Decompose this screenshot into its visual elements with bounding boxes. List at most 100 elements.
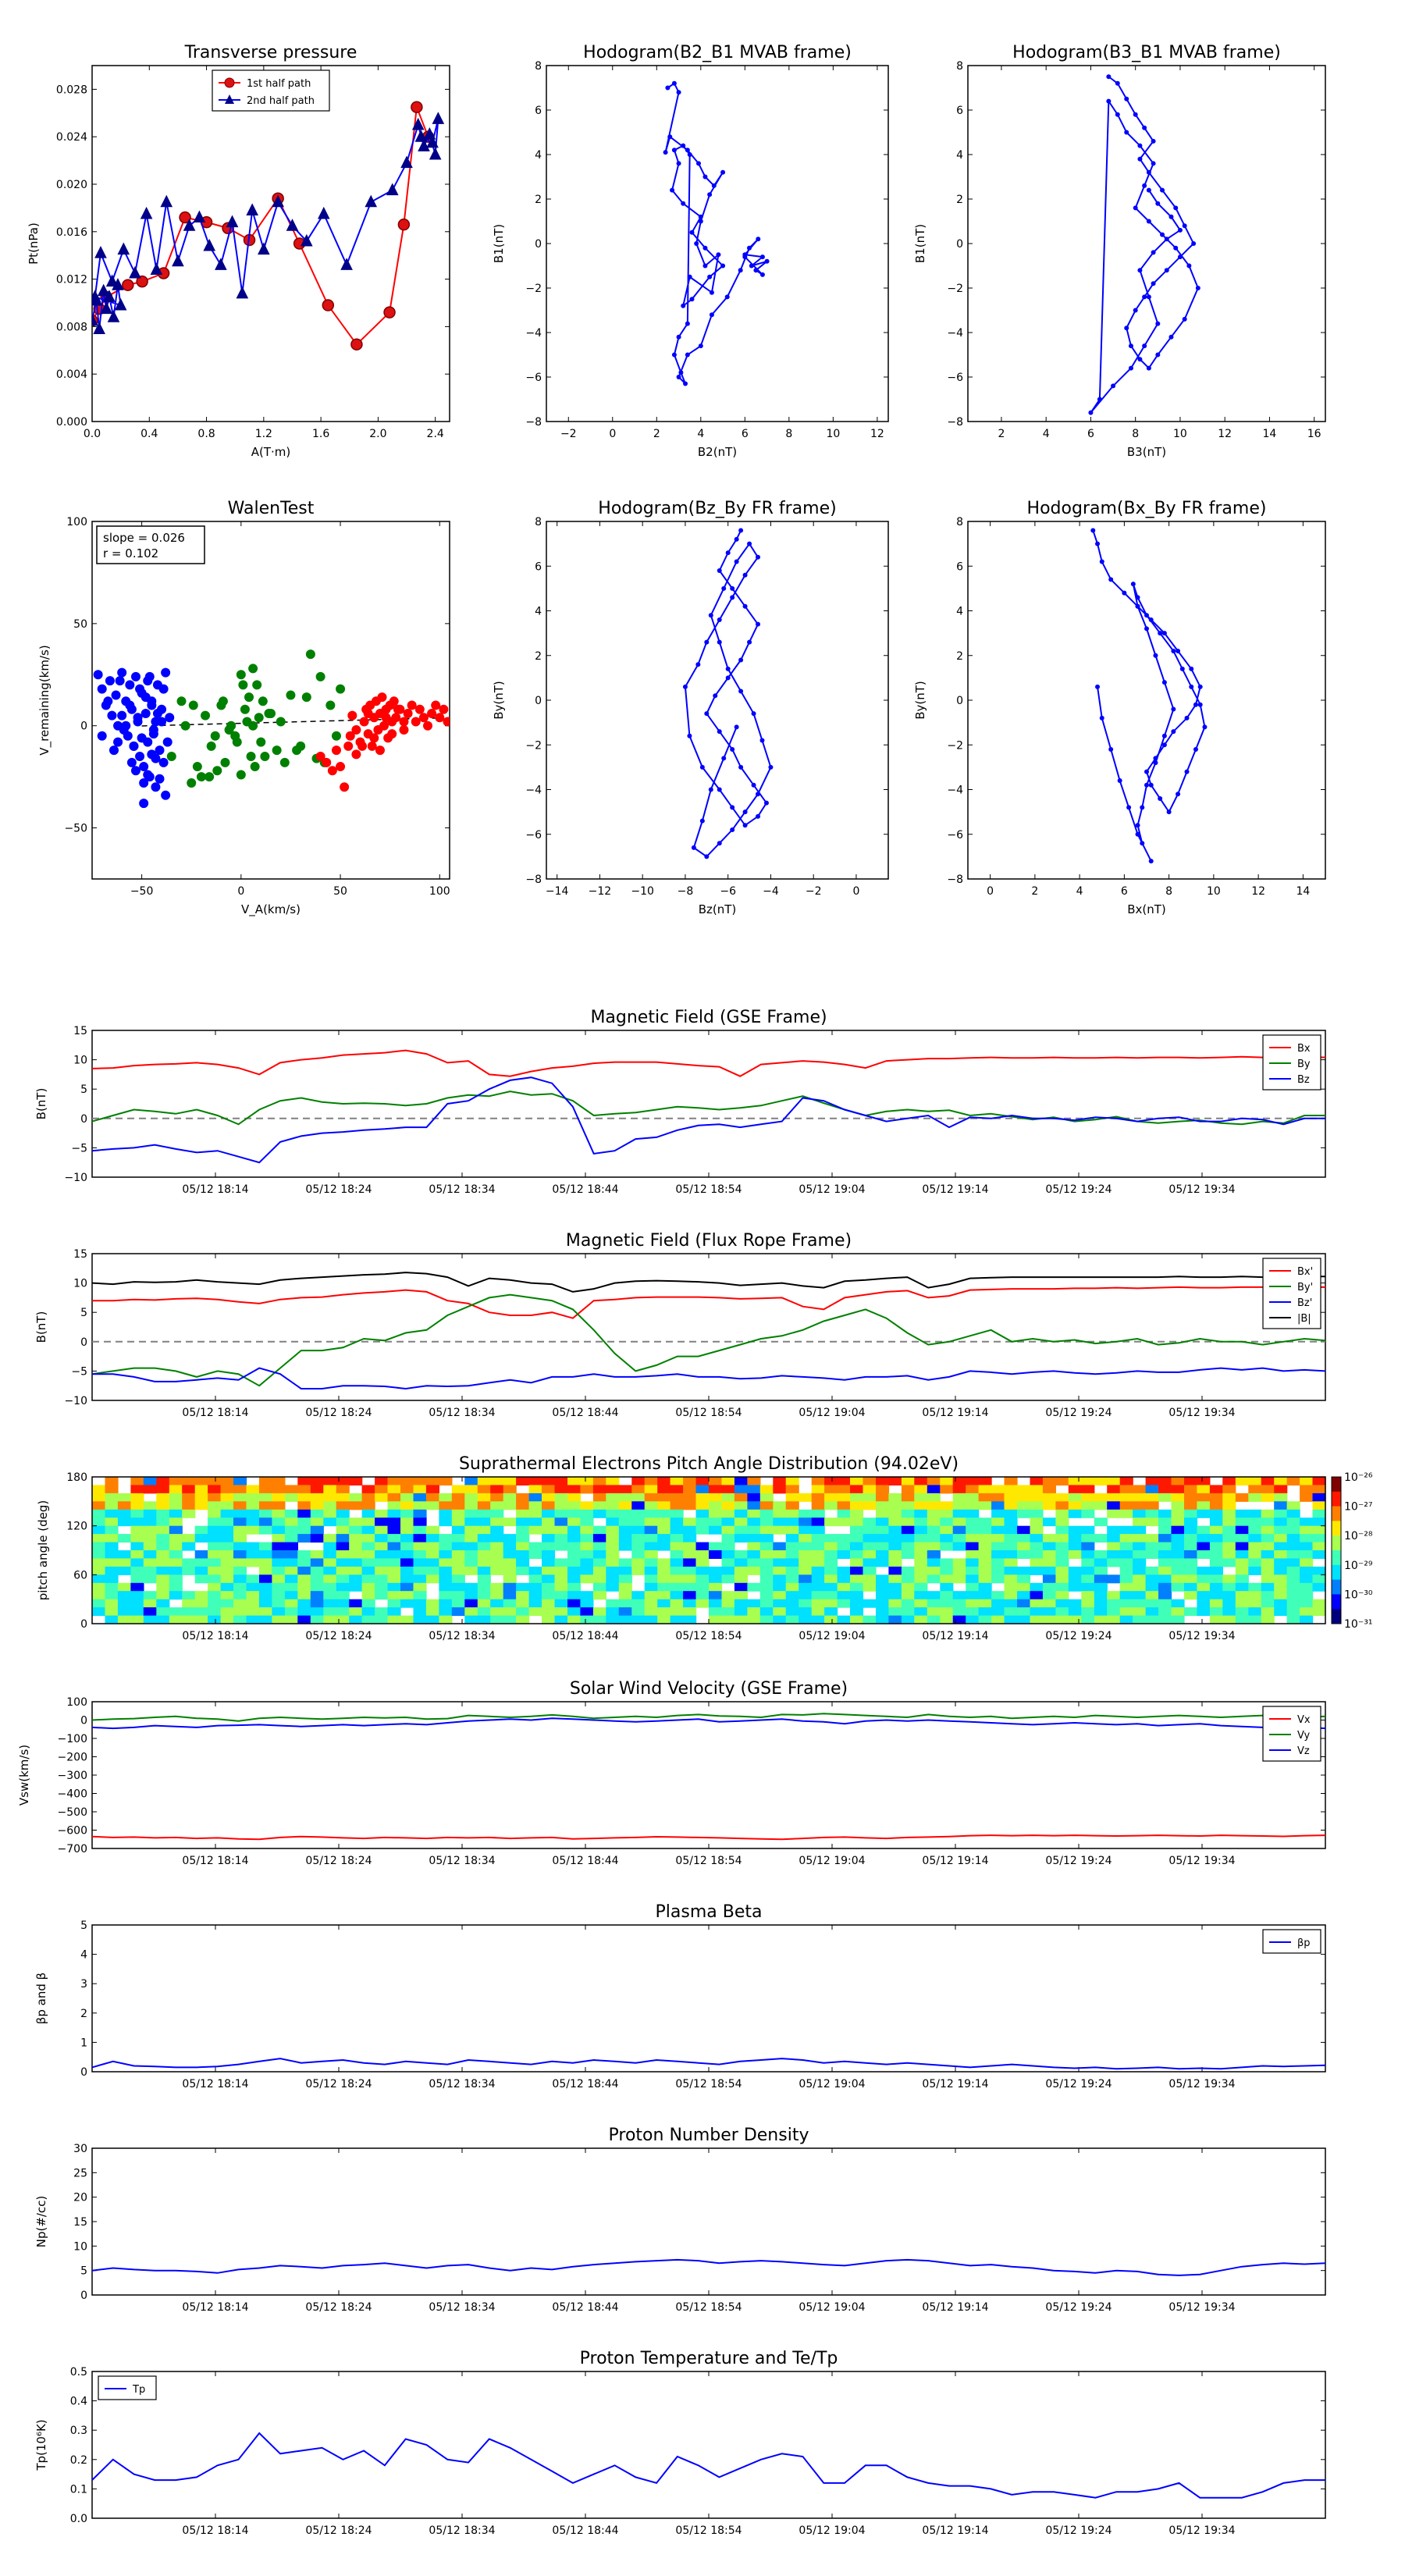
series-marker <box>681 303 686 308</box>
heatmap-cell <box>1004 1509 1018 1518</box>
heatmap-cell <box>503 1550 517 1559</box>
heatmap-cell <box>1004 1591 1018 1600</box>
heatmap-cell <box>721 1566 735 1575</box>
heatmap-cell <box>618 1517 632 1527</box>
heatmap-cell <box>1145 1607 1159 1617</box>
heatmap-cell <box>1119 1509 1133 1518</box>
heatmap-cell <box>259 1501 273 1510</box>
series-marker <box>340 258 353 270</box>
heatmap-cell <box>799 1550 813 1559</box>
series-marker <box>140 206 153 219</box>
scatter-point <box>363 709 373 719</box>
heatmap-cell <box>580 1558 594 1567</box>
heatmap-cell <box>490 1550 504 1559</box>
heatmap-cell <box>1209 1550 1223 1559</box>
heatmap-cell <box>542 1534 556 1543</box>
heatmap-cell <box>387 1517 401 1527</box>
heatmap-cell <box>1017 1534 1031 1543</box>
heatmap-cell <box>940 1574 954 1584</box>
scatter-point <box>165 713 175 723</box>
heatmap-cell <box>876 1558 890 1567</box>
series-marker <box>704 711 710 717</box>
heatmap-cell <box>592 1501 606 1510</box>
scatter-point <box>158 684 169 694</box>
x-tick-label: −10 <box>631 885 654 898</box>
heatmap-cell <box>1107 1477 1121 1485</box>
scatter-point <box>161 790 171 800</box>
heatmap-cell <box>747 1534 761 1543</box>
heatmap-cell <box>1145 1517 1159 1527</box>
heatmap-cell <box>542 1493 556 1502</box>
heatmap-cell <box>606 1485 620 1494</box>
heatmap-cell <box>1042 1582 1056 1592</box>
heatmap-cell <box>477 1509 491 1518</box>
heatmap-cell <box>246 1485 260 1494</box>
heatmap-cell <box>888 1599 902 1608</box>
heatmap-cell <box>451 1566 465 1575</box>
series-marker <box>698 214 703 219</box>
heatmap-cell <box>1158 1534 1172 1543</box>
heatmap-cell <box>670 1582 684 1592</box>
heatmap-cell <box>1184 1509 1198 1518</box>
heatmap-cell <box>208 1558 222 1567</box>
heatmap-cell <box>927 1558 941 1567</box>
heatmap-cell <box>1030 1542 1044 1551</box>
series-marker <box>1164 268 1169 273</box>
heatmap-cell <box>785 1591 799 1600</box>
y-axis-label: −100 <box>58 1733 87 1745</box>
heatmap-cell <box>1145 1566 1159 1575</box>
heatmap-cell <box>1171 1477 1185 1485</box>
heatmap-cell <box>1222 1558 1236 1567</box>
heatmap-cell <box>233 1599 247 1608</box>
heatmap-cell <box>1030 1582 1044 1592</box>
heatmap-cell <box>709 1509 723 1518</box>
heatmap-cell <box>1184 1542 1198 1551</box>
series-marker <box>1115 80 1120 86</box>
x-tick-label: 4 <box>1043 428 1050 440</box>
heatmap-cell <box>618 1574 632 1584</box>
heatmap-cell <box>272 1477 286 1485</box>
heatmap-cell <box>233 1582 247 1592</box>
heatmap-cell <box>734 1550 748 1559</box>
heatmap-cell <box>1274 1599 1288 1608</box>
heatmap-cell <box>169 1525 183 1535</box>
time-tick-label: 05/12 18:24 <box>305 2301 372 2314</box>
heatmap-cell <box>1133 1501 1147 1510</box>
heatmap-cell <box>747 1517 761 1527</box>
heatmap-cell <box>1235 1493 1249 1502</box>
heatmap-cell <box>1171 1534 1185 1543</box>
heatmap-cell <box>1300 1607 1314 1617</box>
colorbar-frame <box>1331 1476 1342 1624</box>
heatmap-cell <box>1197 1542 1211 1551</box>
scatter-point <box>399 717 409 727</box>
time-tick-label: 05/12 19:34 <box>1168 2301 1235 2314</box>
series-line <box>92 119 439 329</box>
series-marker <box>763 800 769 806</box>
heatmap-cell <box>323 1574 337 1584</box>
heatmap-cell <box>272 1509 286 1518</box>
heatmap-cell <box>1119 1501 1133 1510</box>
heatmap-cell <box>606 1501 620 1510</box>
heatmap-cell <box>657 1607 671 1617</box>
chart-title: Hodogram(B2_B1 MVAB frame) <box>583 43 852 62</box>
heatmap-cell <box>323 1558 337 1567</box>
heatmap-cell <box>451 1493 465 1502</box>
heatmap-cell <box>888 1550 902 1559</box>
heatmap-cell <box>580 1485 594 1494</box>
heatmap-cell <box>978 1574 992 1584</box>
heatmap-cell <box>169 1509 183 1518</box>
heatmap-cell <box>1197 1582 1211 1592</box>
heatmap-cell <box>1004 1542 1018 1551</box>
heatmap-cell <box>259 1550 273 1559</box>
heatmap-cell <box>361 1501 375 1510</box>
heatmap-cell <box>310 1591 324 1600</box>
series-marker <box>717 729 722 735</box>
time-tick-label: 05/12 19:04 <box>799 1855 865 1867</box>
heatmap-cell <box>567 1607 582 1617</box>
heatmap-cell <box>618 1558 632 1567</box>
heatmap-cell <box>233 1566 247 1575</box>
heatmap-cell <box>1081 1509 1095 1518</box>
heatmap-cell <box>785 1525 799 1535</box>
heatmap-cell <box>927 1615 941 1624</box>
y-axis-label: 15 <box>73 2216 87 2229</box>
